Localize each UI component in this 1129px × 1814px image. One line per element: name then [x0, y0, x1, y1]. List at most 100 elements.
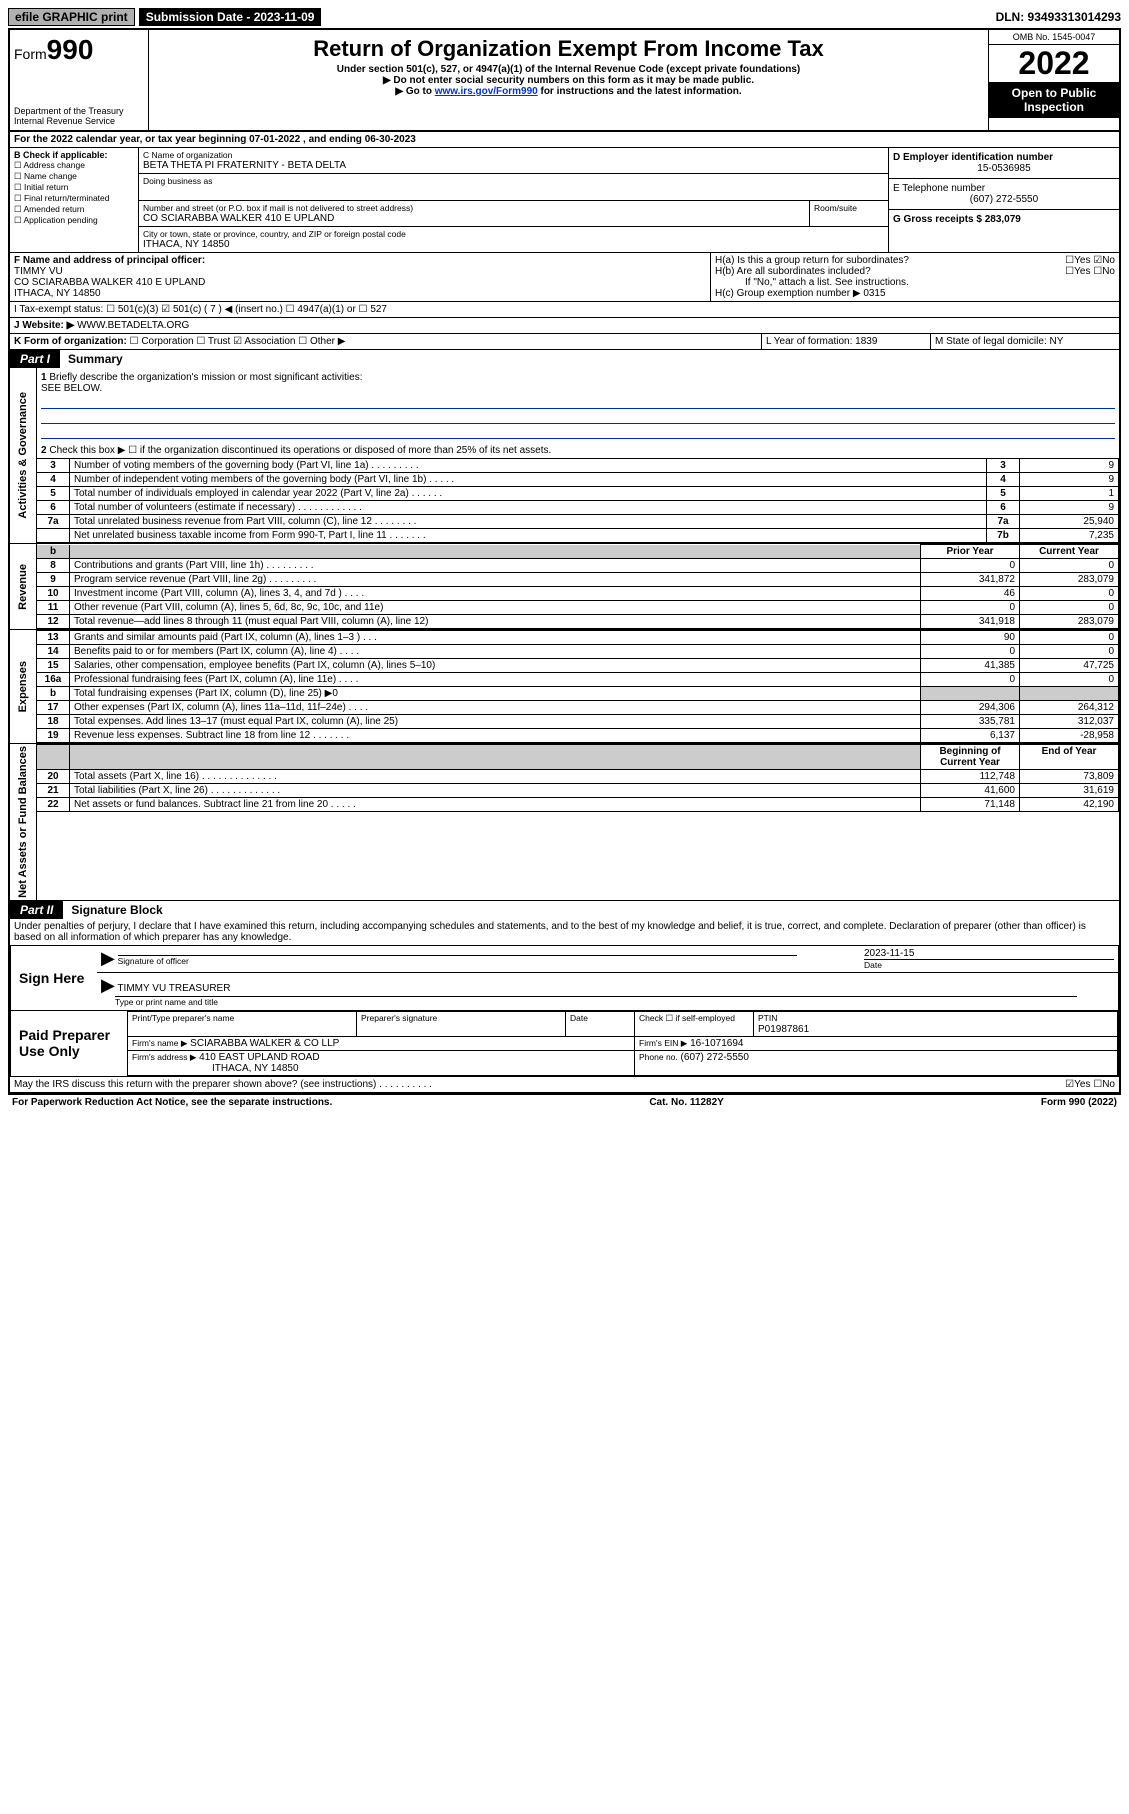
footer-left: For Paperwork Reduction Act Notice, see … — [12, 1097, 332, 1108]
check-self[interactable]: Check ☐ if self-employed — [639, 1013, 735, 1023]
paid-label: Paid Preparer Use Only — [11, 1011, 127, 1076]
addr: CO SCIARABBA WALKER 410 E UPLAND — [143, 213, 805, 224]
hb-yes[interactable]: Yes — [1074, 266, 1090, 277]
footer-mid: Cat. No. 11282Y — [649, 1097, 723, 1108]
subtitle1: Under section 501(c), 527, or 4947(a)(1)… — [153, 64, 984, 75]
j-value: WWW.BETADELTA.ORG — [77, 320, 189, 331]
l2-num: 2 — [41, 445, 47, 456]
b-opt-5[interactable]: ☐ Application pending — [14, 215, 134, 226]
boy-hdr: Beginning of Current Year — [921, 745, 1020, 770]
dln: DLN: 93493313014293 — [996, 10, 1121, 24]
line-a: For the 2022 calendar year, or tax year … — [10, 132, 1119, 147]
b-opt-3[interactable]: ☐ Final return/terminated — [14, 193, 134, 204]
city-lbl: City or town, state or province, country… — [143, 229, 884, 239]
ptin: P01987861 — [758, 1024, 809, 1035]
e-value: (607) 272-5550 — [893, 194, 1115, 205]
form-title: Return of Organization Exempt From Incom… — [153, 36, 984, 62]
efile-graphic-btn[interactable]: efile GRAPHIC print — [8, 8, 135, 26]
omb: OMB No. 1545-0047 — [989, 30, 1119, 45]
eoy-hdr: End of Year — [1020, 745, 1119, 770]
side-exp: Expenses — [15, 659, 31, 714]
sig-officer-lbl: Signature of officer — [118, 956, 189, 966]
sign-label: Sign Here — [11, 946, 97, 1010]
prior-hdr: Prior Year — [921, 545, 1020, 559]
print-lbl: Print/Type preparer's name — [132, 1013, 234, 1023]
c-name: BETA THETA PI FRATERNITY - BETA DELTA — [143, 160, 884, 171]
prep-sig-lbl: Preparer's signature — [361, 1013, 437, 1023]
discuss-yes[interactable]: Yes — [1074, 1079, 1090, 1090]
footer: For Paperwork Reduction Act Notice, see … — [8, 1095, 1121, 1110]
b-opt-2[interactable]: ☐ Initial return — [14, 182, 134, 193]
ha-yes[interactable]: Yes — [1074, 255, 1090, 266]
sign-date-lbl: Date — [864, 959, 1114, 970]
paid-preparer-block: Paid Preparer Use Only Print/Type prepar… — [10, 1011, 1119, 1077]
l1-num: 1 — [41, 372, 47, 383]
perjury: Under penalties of perjury, I declare th… — [10, 919, 1119, 945]
hc-label: H(c) Group exemption number ▶ — [715, 288, 861, 299]
sign-date: 2023-11-15 — [864, 948, 1114, 959]
header: Form990 Department of the Treasury Inter… — [10, 30, 1119, 132]
revenue-table: bPrior YearCurrent Year 8Contributions a… — [37, 544, 1119, 629]
governance-table: 3Number of voting members of the governi… — [37, 458, 1119, 543]
part1-label: Part I — [10, 350, 60, 368]
j-label: J Website: ▶ — [14, 320, 74, 331]
k-assoc[interactable]: Association — [244, 336, 295, 347]
expenses-table: 13Grants and similar amounts paid (Part … — [37, 630, 1119, 743]
b-opt-1[interactable]: ☐ Name change — [14, 171, 134, 182]
ha-label: H(a) Is this a group return for subordin… — [715, 255, 909, 266]
type-lbl: Type or print name and title — [115, 997, 218, 1007]
d-value: 15-0536985 — [893, 163, 1115, 174]
k-trust[interactable]: Trust — [208, 336, 230, 347]
f-label: F Name and address of principal officer: — [14, 255, 706, 266]
discuss-no[interactable]: No — [1102, 1079, 1115, 1090]
phone: (607) 272-5550 — [681, 1052, 749, 1063]
k-corp[interactable]: Corporation — [141, 336, 193, 347]
e-label: E Telephone number — [893, 183, 1115, 194]
prep-date-lbl: Date — [570, 1013, 588, 1023]
dept: Department of the Treasury Internal Reve… — [14, 106, 144, 126]
f-addr2: ITHACA, NY 14850 — [14, 288, 706, 299]
i-501c7[interactable]: 501(c) ( 7 ) ◀ (insert no.) — [173, 304, 283, 315]
part1-title: Summary — [60, 350, 1119, 368]
c-name-lbl: C Name of organization — [143, 150, 884, 160]
b-opt-0[interactable]: ☐ Address change — [14, 160, 134, 171]
discuss-text: May the IRS discuss this return with the… — [14, 1079, 432, 1090]
addr-lbl: Number and street (or P.O. box if mail i… — [143, 203, 805, 213]
part2-header: Part II Signature Block — [10, 901, 1119, 919]
i-501c3[interactable]: 501(c)(3) — [118, 304, 159, 315]
hb-no[interactable]: No — [1102, 266, 1115, 277]
sub3-pre: ▶ Go to — [395, 86, 434, 97]
footer-right: Form 990 (2022) — [1041, 1097, 1117, 1108]
ha-no[interactable]: No — [1102, 255, 1115, 266]
h-ifno: If "No," attach a list. See instructions… — [715, 277, 1115, 288]
signer-name: TIMMY VU TREASURER — [117, 983, 230, 994]
side-gov: Activities & Governance — [15, 390, 31, 521]
curr-hdr: Current Year — [1020, 545, 1119, 559]
subtitle2: ▶ Do not enter social security numbers o… — [383, 75, 754, 86]
m-label: M State of legal domicile: NY — [931, 334, 1119, 349]
d-label: D Employer identification number — [893, 152, 1115, 163]
l2-text: Check this box ▶ ☐ if the organization d… — [49, 445, 551, 456]
sign-here-block: Sign Here ▶ Signature of officer 2023-11… — [10, 945, 1119, 1011]
firm-name: SCIARABBA WALKER & CO LLP — [190, 1038, 339, 1049]
side-rev: Revenue — [15, 562, 31, 612]
form-container: Form990 Department of the Treasury Inter… — [8, 28, 1121, 1095]
city: ITHACA, NY 14850 — [143, 239, 884, 250]
open-inspection: Open to Public Inspection — [989, 82, 1119, 118]
b-opt-4[interactable]: ☐ Amended return — [14, 204, 134, 215]
f-name: TIMMY VU — [14, 266, 706, 277]
l1-text: Briefly describe the organization's miss… — [49, 372, 362, 383]
firm-addr-lbl: Firm's address ▶ — [132, 1052, 196, 1062]
i-527[interactable]: 527 — [370, 304, 387, 315]
submission-date-btn[interactable]: Submission Date - 2023-11-09 — [139, 8, 322, 26]
k-other[interactable]: Other ▶ — [310, 336, 345, 347]
b-label: B Check if applicable: — [14, 150, 134, 160]
form-number: 990 — [47, 34, 94, 65]
firm-addr2: ITHACA, NY 14850 — [132, 1063, 299, 1074]
part2-label: Part II — [10, 901, 63, 919]
l-label: L Year of formation: 1839 — [762, 334, 931, 349]
i-4947[interactable]: 4947(a)(1) or — [297, 304, 355, 315]
irs-link[interactable]: www.irs.gov/Form990 — [435, 86, 538, 97]
dba-lbl: Doing business as — [143, 176, 884, 186]
ptin-lbl: PTIN — [758, 1013, 777, 1023]
